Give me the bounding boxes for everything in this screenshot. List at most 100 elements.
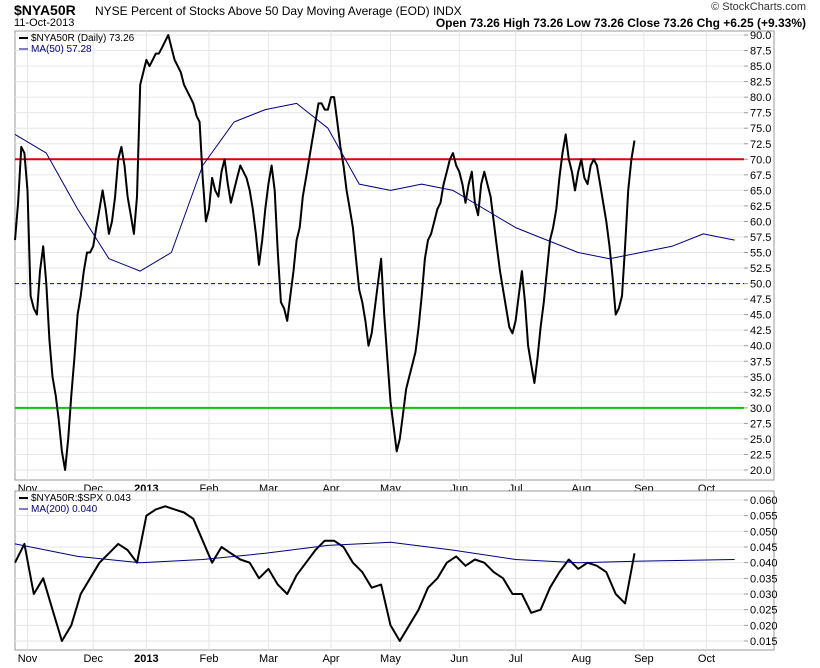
data-point [14, 543, 15, 544]
data-point [39, 271, 40, 272]
data-point [631, 159, 632, 160]
data-point [534, 382, 535, 383]
data-point [734, 240, 735, 241]
y-tick-label: 0.055 [750, 511, 778, 523]
data-point [359, 289, 360, 290]
y-tick-label: 72.5 [750, 139, 771, 151]
data-point [33, 308, 34, 309]
data-point [230, 202, 231, 203]
data-point [515, 559, 516, 560]
data-point [99, 562, 100, 563]
data-point [152, 59, 153, 60]
data-point [305, 562, 306, 563]
y-tick-label: 50.0 [750, 279, 771, 291]
data-point [118, 159, 119, 160]
data-point [381, 584, 382, 585]
data-point [496, 246, 497, 247]
data-point [171, 47, 172, 48]
data-point [162, 47, 163, 48]
data-point [443, 184, 444, 185]
data-point [130, 215, 131, 216]
data-point [518, 295, 519, 296]
data-point [612, 277, 613, 278]
data-point [71, 625, 72, 626]
data-point [371, 587, 372, 588]
data-point [340, 146, 341, 147]
data-point [337, 121, 338, 122]
data-point [224, 159, 225, 160]
panel-frame [14, 490, 775, 651]
y-tick-label: 80.0 [750, 92, 771, 104]
data-point [590, 165, 591, 166]
data-point [734, 559, 735, 560]
data-point [287, 320, 288, 321]
data-point [352, 562, 353, 563]
data-point [384, 314, 385, 315]
data-point [481, 184, 482, 185]
data-point [387, 358, 388, 359]
data-point [531, 612, 532, 613]
data-point [421, 295, 422, 296]
data-point [349, 208, 350, 209]
data-point [296, 103, 297, 104]
data-point [140, 84, 141, 85]
data-point [258, 264, 259, 265]
data-point [83, 271, 84, 272]
data-point [208, 208, 209, 209]
x-tick-label: 2013 [134, 653, 158, 665]
data-point [609, 258, 610, 259]
x-tick-label: Nov [18, 653, 38, 665]
data-point [174, 59, 175, 60]
data-point [503, 289, 504, 290]
data-point [327, 128, 328, 129]
data-point [587, 184, 588, 185]
data-point [478, 215, 479, 216]
chart-description: NYSE Percent of Stocks Above 50 Day Movi… [95, 4, 462, 18]
data-point [315, 121, 316, 122]
data-point [421, 184, 422, 185]
data-point [77, 208, 78, 209]
data-point [118, 543, 119, 544]
data-point [249, 190, 250, 191]
data-point [424, 258, 425, 259]
data-point [108, 233, 109, 234]
data-point [293, 271, 294, 272]
data-point [600, 184, 601, 185]
data-point [359, 184, 360, 185]
data-point [127, 550, 128, 551]
y-tick-label: 57.5 [750, 232, 771, 244]
data-point [537, 358, 538, 359]
data-point [61, 640, 62, 641]
data-point [440, 202, 441, 203]
data-point [133, 233, 134, 234]
data-point [462, 184, 463, 185]
y-tick-label: 0.025 [750, 605, 778, 617]
data-point [562, 153, 563, 154]
data-point [212, 562, 213, 563]
data-point [512, 333, 513, 334]
data-point [177, 66, 178, 67]
data-point [309, 159, 310, 160]
data-point [418, 609, 419, 610]
data-point [199, 121, 200, 122]
y-tick-label: 87.5 [750, 46, 771, 58]
data-point [46, 283, 47, 284]
data-point [205, 221, 206, 222]
data-point [240, 165, 241, 166]
y-tick-label: 32.5 [750, 387, 771, 399]
x-tick-label: Jun [450, 653, 468, 665]
data-point [412, 364, 413, 365]
data-point [584, 177, 585, 178]
data-point [71, 395, 72, 396]
data-point [346, 190, 347, 191]
data-point [452, 190, 453, 191]
data-point [74, 358, 75, 359]
data-point [493, 221, 494, 222]
data-point [528, 345, 529, 346]
data-point [61, 451, 62, 452]
y-tick-label: 0.015 [750, 636, 778, 648]
data-point [143, 72, 144, 73]
data-point [271, 165, 272, 166]
chart-date: 11-Oct-2013 [14, 17, 75, 29]
